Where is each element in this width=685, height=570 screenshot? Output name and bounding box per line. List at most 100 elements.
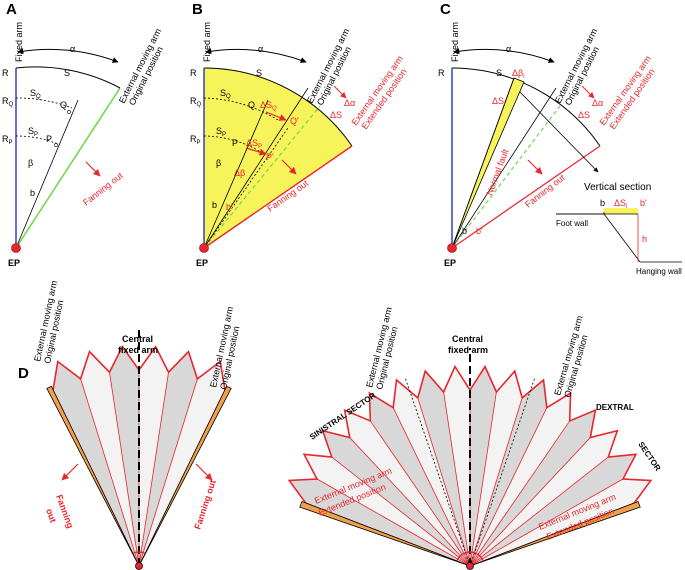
fan-slice [53,361,139,566]
p-prime-label: P' [266,152,274,162]
section-pointer [519,91,599,173]
alpha-arrow [17,48,119,63]
b-label: b [212,200,217,210]
inner-line [15,99,79,249]
r-label: R [190,68,197,78]
outer-arc [15,66,121,89]
fan-slice [369,393,470,566]
green-dashed-line [451,105,561,249]
left-fanning-arrow [61,463,79,481]
fan-slice [139,346,169,566]
ep-label: EP [196,258,208,268]
fan-radial-line [109,372,140,567]
original-arm-dashed [404,376,471,567]
fan-slice [470,371,523,566]
ep-point [199,243,209,253]
h-label: h [642,234,647,244]
s-label: S [64,68,70,78]
fan-slice [443,366,470,566]
extended-arm-line [451,145,601,249]
fan-radial-line [469,456,609,567]
ep-point [135,562,143,570]
apex-arc [132,551,146,555]
arc-q [15,97,73,109]
fan-slice [470,454,636,566]
fan-radial-line [469,420,571,567]
vs-b-label: b [600,198,605,208]
point-q [67,110,71,114]
dsq-label: ΔSQ [260,100,277,112]
ep-label: EP [8,258,20,268]
fan-radial-line [316,478,471,567]
fanning-label: Fanning out [81,170,125,207]
rp-label: RP [2,134,13,146]
left-central-label-2: fixed arm [118,345,158,355]
alpha-arrow [205,48,307,63]
ep-label: EP [444,258,456,268]
right-central-label-2: fixed arm [448,345,488,355]
fanning-label: Fanning out [523,172,567,209]
dalpha-label: Δα [592,98,603,108]
fanning-arrow [527,159,543,175]
dsq-arrow [265,111,287,121]
fan-radial-line [80,378,140,567]
alpha-arrow [453,48,555,63]
dalpha-arrow [581,85,595,99]
sq-label: SQ [220,88,231,100]
foot-wall-label: Foot wall [556,219,588,228]
fixed-arm-label: Fixed arm [450,22,460,62]
fanning-arrow [281,159,297,175]
fan-slice [470,410,596,566]
fan-radial-line [138,372,169,567]
r-label: R [2,68,9,78]
extended-arm-line [203,145,353,249]
s-label: S [256,68,262,78]
fault-left-edge [451,77,515,249]
fan-slice [109,346,139,566]
fanning-arrow [85,161,101,177]
rq-label: RQ [190,96,202,108]
fan-radial-line [469,397,523,567]
vs-ds-label: ΔSi [614,198,627,210]
fan-slice [470,379,547,566]
hanging-wall-label: Hanging wall [636,267,682,276]
b-prime-label: b' [226,202,233,212]
fan-slice [470,478,651,566]
outer-arc [451,67,601,147]
fixed-arm-label: Fixed arm [14,22,24,62]
left-fanning-label-1: Fanning [54,493,75,529]
panel-a: A Fixed arm α R RQ RP S SQ SP Q P β b Ex… [2,1,165,268]
fan-left [46,328,232,570]
fan-slice [417,371,470,566]
rq-label: RQ [2,96,14,108]
beta-label: β [28,158,33,168]
dsi-label: ΔSi [492,96,505,108]
left-central-label-1: Central [122,334,153,344]
vertical-section-title: Vertical section [584,182,651,193]
fan-radial-line [369,420,471,567]
panel-letter-a: A [6,1,17,18]
q-prime-label: Q' [290,116,299,126]
fan-slice [304,454,470,566]
point-p [54,143,58,147]
fan-slice [139,361,225,566]
panel-c: C Fixed arm α R S Δβi ΔSi Normal fault b… [438,1,682,276]
b-label: b [462,226,467,236]
fan-slice [139,351,198,566]
b-label: b [30,188,35,198]
fan-radial-line [469,391,497,567]
panel-letter-c: C [440,1,451,18]
q-label: Q [60,100,67,110]
fixed-arm-label: Fixed arm [202,22,212,62]
moving-arm-line [15,87,121,249]
sp-label: SP [216,126,226,138]
fan-slice [470,366,497,566]
dsp-label: ΔSP [246,138,262,150]
original-arm-line [451,87,557,249]
green-dashed-line [203,105,321,249]
fan-slice [393,379,470,566]
dbeta-label: Δβ [234,168,245,178]
ep-point [466,562,474,570]
left-fanning-label-2: out [44,507,58,524]
